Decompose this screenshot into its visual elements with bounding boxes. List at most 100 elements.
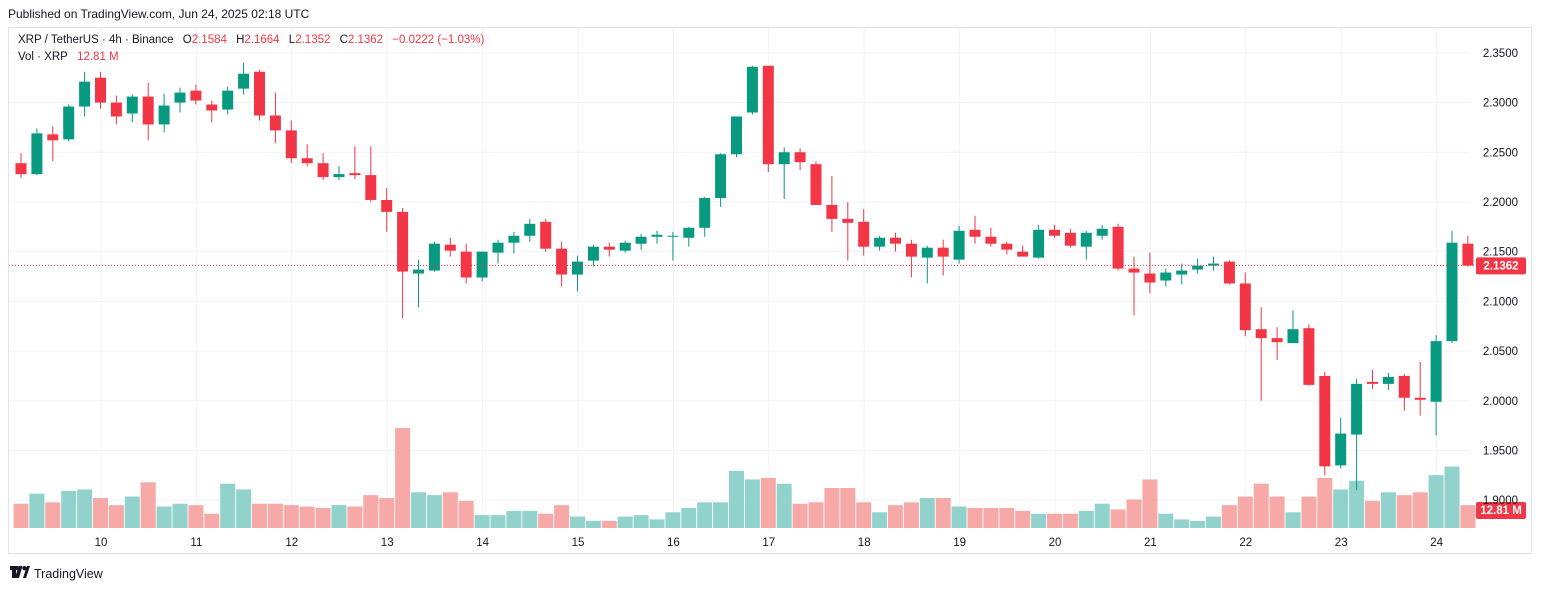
candle-body — [826, 204, 838, 219]
candle-body — [1223, 261, 1235, 284]
candle-body — [508, 235, 520, 243]
candle-body — [1367, 381, 1378, 384]
volume-bar — [1062, 513, 1078, 528]
price-tick-label: 1.9500 — [1483, 445, 1518, 457]
volume-bar — [649, 519, 665, 528]
volume-bar — [1428, 475, 1444, 528]
volume-bar — [363, 495, 379, 528]
volume-bar — [888, 505, 903, 528]
time-tick-label: 10 — [95, 537, 108, 549]
volume-bar — [570, 516, 585, 528]
time-tick-label: 11 — [190, 537, 202, 549]
open-value: 2.1584 — [191, 34, 227, 46]
candle-body — [206, 104, 218, 111]
volume-bar — [506, 510, 522, 528]
volume-bar — [1301, 496, 1317, 528]
volume-bar — [1380, 492, 1396, 528]
candle-body — [317, 163, 329, 178]
volume-bar — [1047, 513, 1062, 528]
candle-body — [1287, 329, 1299, 344]
volume-bar — [93, 498, 108, 528]
volume-bar — [315, 508, 331, 528]
volume-bar — [633, 515, 649, 528]
candle-body — [667, 235, 679, 237]
time-tick-label: 17 — [762, 537, 775, 549]
volume-bar — [1317, 478, 1333, 528]
volume-badge-label: 12.81 M — [1480, 505, 1522, 517]
high-value: 2.1664 — [244, 34, 280, 46]
candle-body — [731, 116, 742, 155]
volume-bar — [474, 515, 490, 528]
candle-body — [1382, 376, 1394, 384]
candle-body — [1351, 383, 1363, 435]
candle-body — [1398, 375, 1410, 398]
symbol-label[interactable]: XRP / TetherUS · 4h · Binance — [18, 34, 174, 46]
price-tick-label: 2.0000 — [1483, 396, 1518, 408]
candle-body — [1096, 228, 1108, 236]
volume-bar — [61, 490, 77, 528]
volume-bar — [919, 498, 935, 528]
volume-bar — [951, 506, 967, 528]
time-tick-label: 16 — [667, 537, 680, 549]
volume-bar — [13, 503, 29, 528]
volume-bar — [1412, 492, 1428, 528]
volume-bar — [299, 506, 315, 528]
volume-bar — [585, 520, 601, 528]
time-tick-label: 24 — [1430, 537, 1443, 549]
candle-body — [858, 221, 870, 247]
price-tick-label: 2.3500 — [1483, 48, 1518, 60]
candle-body — [890, 237, 901, 244]
candle-body — [921, 247, 933, 258]
footer-brand[interactable]: TradingView — [10, 566, 103, 581]
time-tick-label: 14 — [476, 537, 489, 549]
candle-body — [524, 223, 536, 236]
volume-bar — [156, 506, 172, 528]
candle-body — [1128, 268, 1140, 273]
volume-bar — [776, 483, 792, 528]
candle-body — [381, 199, 393, 212]
candles — [15, 62, 1474, 491]
volume-bar — [1142, 479, 1158, 528]
volume-bar — [267, 503, 283, 528]
candle-body — [1239, 283, 1251, 331]
volume-bar — [983, 508, 999, 528]
volume-badge — [1476, 502, 1526, 519]
volume-bar — [1221, 505, 1237, 528]
volume-bar — [331, 505, 347, 528]
candle-body — [222, 90, 234, 110]
time-tick-label: 13 — [381, 537, 394, 549]
volume-bar — [108, 505, 124, 528]
volume-bar — [29, 493, 45, 528]
volume-bar — [77, 489, 93, 528]
volume-bar — [188, 505, 204, 528]
volume-label[interactable]: Vol · XRP — [18, 51, 68, 63]
candle-body — [1144, 273, 1156, 283]
volume-bar — [1237, 496, 1253, 528]
tradingview-logo-icon — [10, 566, 30, 581]
candle-body — [572, 261, 583, 275]
time-tick-label: 20 — [1049, 537, 1062, 549]
candle-body — [635, 236, 647, 244]
price-tick-label: 2.2500 — [1483, 147, 1518, 159]
candle-body — [953, 230, 965, 260]
volume-bar — [999, 508, 1015, 528]
change-value: −0.0222 (−1.03%) — [392, 34, 485, 46]
time-tick-label: 18 — [858, 537, 871, 549]
candle-body — [1112, 226, 1124, 269]
candle-body — [269, 115, 281, 131]
close-value: 2.1362 — [347, 34, 384, 46]
volume-bar — [697, 502, 713, 528]
candle-body — [1049, 229, 1060, 236]
candle-body — [1064, 232, 1076, 246]
candle-body — [365, 175, 377, 200]
volume-bar — [1253, 483, 1269, 528]
volume-bar — [713, 502, 729, 528]
volume-bar — [490, 515, 506, 528]
volume-bar — [935, 498, 951, 528]
time-tick-label: 15 — [572, 537, 585, 549]
candle-body — [1001, 243, 1013, 250]
volume-bar — [538, 513, 554, 528]
volume-bar — [1174, 519, 1190, 528]
candle-body — [874, 237, 886, 247]
